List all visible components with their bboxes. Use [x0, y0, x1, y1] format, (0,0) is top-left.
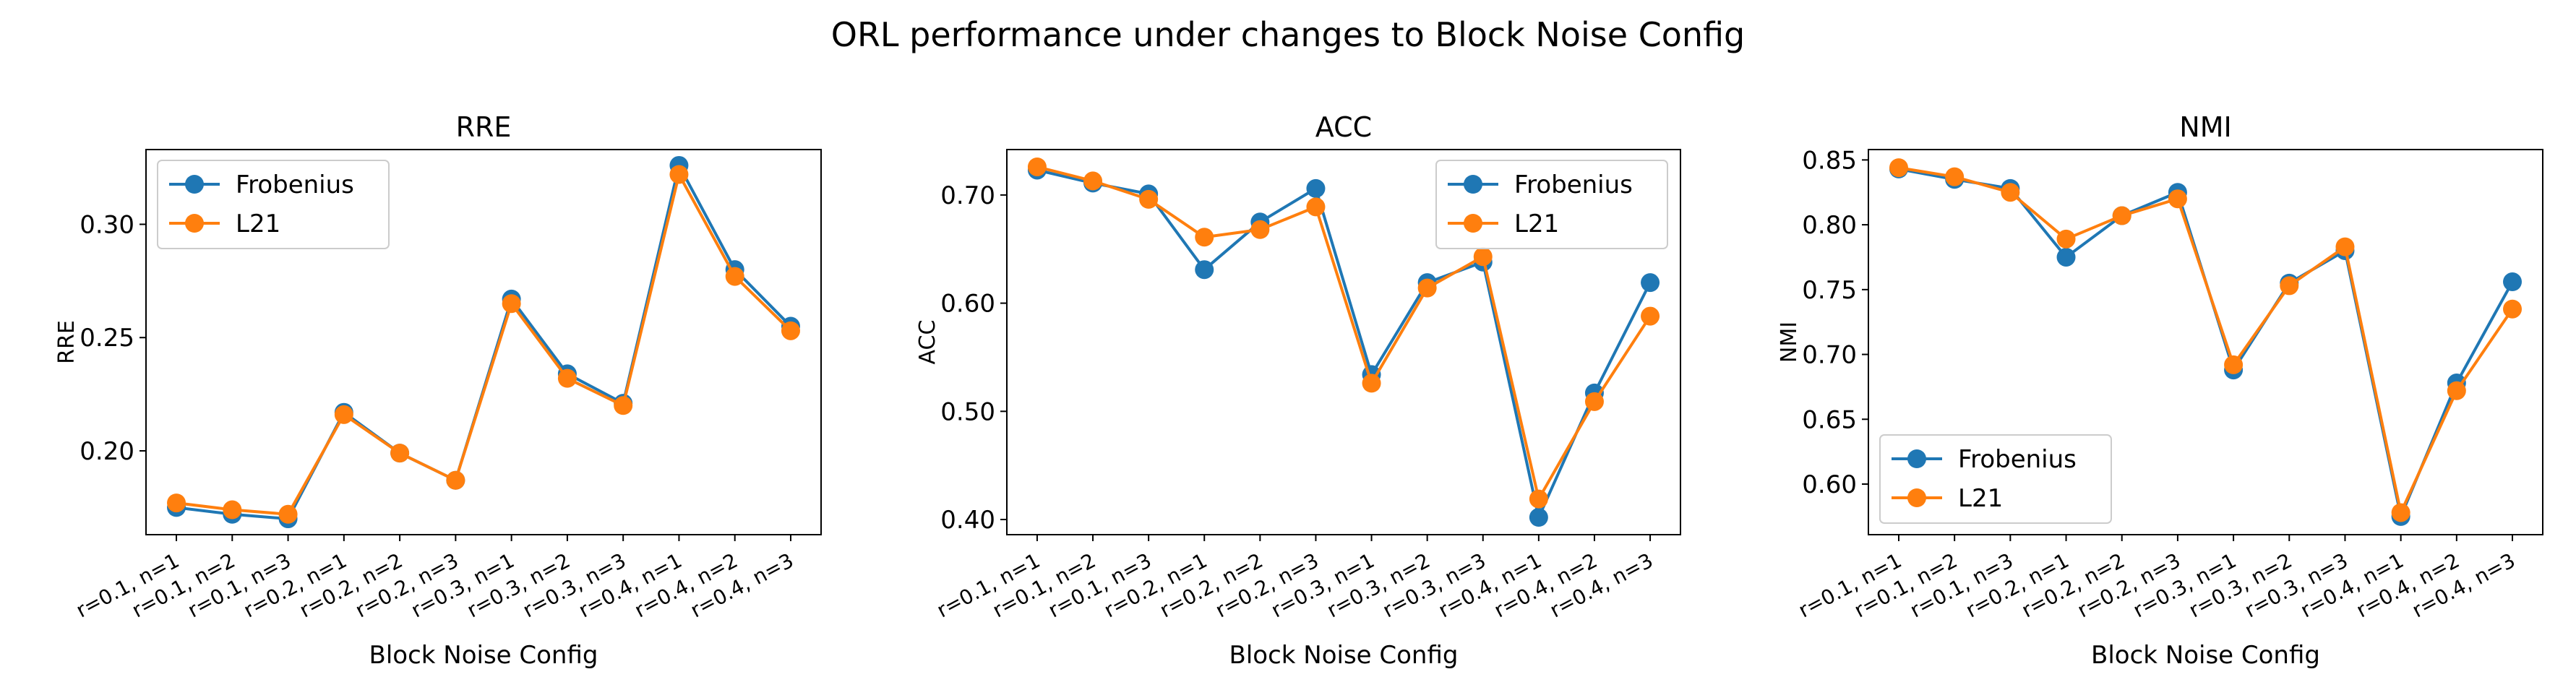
legend-entry-label: Frobenius	[236, 171, 354, 199]
data-point	[557, 368, 577, 388]
data-point	[1250, 220, 1270, 239]
series-line	[1036, 165, 1652, 501]
subplot-title: NMI	[2179, 111, 2231, 143]
series-l21	[167, 165, 800, 524]
data-point	[167, 493, 186, 513]
legend-marker	[185, 214, 204, 233]
data-point	[2168, 189, 2187, 209]
data-point	[2224, 355, 2244, 374]
data-point	[2056, 247, 2076, 267]
x-axis-label: Block Noise Config	[369, 641, 598, 670]
legend-marker	[1464, 214, 1482, 233]
legend: Frobenius L21	[1435, 160, 1668, 249]
y-tick-label: 0.30	[80, 210, 134, 239]
data-point	[725, 267, 744, 286]
data-point	[2112, 206, 2131, 225]
legend-entry-label: L21	[1514, 210, 1559, 238]
data-point	[1083, 171, 1103, 191]
legend: Frobenius L21	[1879, 434, 2112, 524]
legend-marker	[1907, 449, 1926, 468]
series-line	[1036, 168, 1652, 519]
y-tick-label: 0.80	[1802, 211, 1857, 240]
series-line	[1898, 166, 2514, 514]
subplot-title: ACC	[1315, 111, 1372, 143]
y-tick-label: 0.40	[940, 506, 995, 535]
legend-box	[1435, 160, 1668, 249]
y-axis-label: ACC	[915, 320, 940, 365]
y-tick-label: 0.25	[80, 324, 134, 353]
legend-box	[1879, 434, 2112, 524]
series-l21	[1027, 157, 1660, 509]
subplot-title: RRE	[456, 111, 512, 143]
data-point	[1641, 273, 1660, 293]
data-point	[1945, 167, 1965, 186]
data-point	[1584, 392, 1604, 411]
data-point	[2280, 276, 2299, 296]
y-tick-label: 0.50	[940, 397, 995, 426]
legend-entry-label: L21	[236, 210, 280, 238]
y-tick-label: 0.70	[1802, 341, 1857, 370]
y-tick-label: 0.60	[940, 290, 995, 319]
plot-frame	[145, 149, 822, 535]
data-point	[223, 500, 242, 519]
data-point	[1529, 508, 1548, 527]
data-point	[446, 470, 465, 490]
legend-entry-label: L21	[1958, 484, 2003, 513]
data-point	[2503, 299, 2523, 319]
y-tick-label: 0.85	[1802, 146, 1857, 175]
data-point	[2447, 381, 2466, 400]
legend-box	[157, 160, 390, 249]
figure-title: ORL performance under changes to Block N…	[830, 15, 1746, 54]
data-point	[1195, 228, 1214, 247]
plot-frame	[1868, 149, 2543, 535]
x-axis-label: Block Noise Config	[1229, 641, 1459, 670]
y-tick-label: 0.65	[1802, 405, 1857, 434]
legend-marker	[1907, 488, 1926, 507]
data-point	[614, 396, 633, 415]
series-l21	[1889, 158, 2523, 522]
legend-marker	[185, 175, 204, 194]
y-axis-label: RRE	[54, 320, 80, 364]
legend-entry-label: Frobenius	[1958, 445, 2077, 474]
data-point	[1417, 278, 1437, 298]
data-point	[781, 321, 800, 340]
data-point	[334, 405, 353, 424]
data-point	[2391, 503, 2410, 522]
legend-entry-label: Frobenius	[1514, 171, 1633, 199]
data-point	[1306, 197, 1326, 217]
data-point	[390, 444, 410, 463]
data-point	[669, 165, 689, 184]
data-point	[2056, 229, 2076, 249]
data-point	[1889, 158, 1908, 178]
data-point	[1139, 189, 1159, 209]
data-point	[1027, 157, 1047, 176]
y-tick-label: 0.20	[80, 437, 134, 466]
y-tick-label: 0.60	[1802, 470, 1857, 499]
legend: Frobenius L21	[157, 160, 390, 249]
data-point	[2503, 272, 2523, 292]
data-point	[1362, 374, 1381, 393]
data-point	[1306, 178, 1326, 198]
data-point	[278, 504, 298, 524]
y-axis-label: NMI	[1777, 322, 1802, 363]
legend-marker	[1464, 175, 1482, 194]
data-point	[1195, 260, 1214, 280]
data-point	[1641, 306, 1660, 326]
data-point	[2335, 237, 2355, 256]
y-tick-label: 0.70	[940, 181, 995, 210]
data-point	[502, 294, 521, 314]
data-point	[2001, 183, 2020, 202]
y-tick-label: 0.75	[1802, 276, 1857, 305]
data-point	[1473, 247, 1493, 267]
data-point	[1529, 489, 1548, 509]
plot-frame	[1006, 149, 1681, 535]
x-axis-label: Block Noise Config	[2091, 641, 2320, 670]
